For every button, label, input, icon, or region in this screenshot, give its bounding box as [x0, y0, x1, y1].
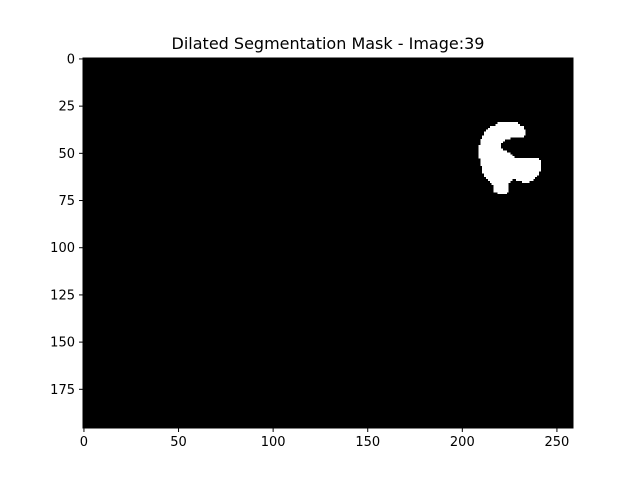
- mask-pixel-run: [495, 124, 521, 127]
- mask-pixel-run: [482, 169, 541, 172]
- mask-pixel-run: [484, 133, 526, 136]
- y-tick-label: 25: [58, 100, 75, 115]
- mask-pixel-run: [487, 127, 524, 131]
- y-tick-label: 0: [67, 52, 75, 67]
- x-tick-label: 100: [261, 435, 286, 450]
- y-tick-label: 100: [50, 241, 75, 256]
- mask-pixel-run: [497, 192, 507, 195]
- y-tick-label: 150: [50, 336, 75, 351]
- mask-pixel-run: [521, 180, 530, 183]
- mask-pixel-run: [489, 180, 511, 183]
- plot-frame: [82, 57, 574, 429]
- y-tick-label: 125: [50, 288, 75, 303]
- y-axis: 0 25 50 75 100 125 150 175: [50, 52, 83, 398]
- y-tick-label: 75: [58, 194, 75, 209]
- mask-pixel-run: [484, 131, 526, 134]
- x-tick-label: 200: [450, 435, 475, 450]
- mask-pixel-run: [489, 125, 524, 129]
- mask-pixel-run: [482, 135, 524, 138]
- y-tick-label: 50: [58, 147, 75, 162]
- mask-pixel-run: [484, 175, 538, 178]
- mask-pixel-run: [485, 129, 526, 132]
- mask-pixel-run: [480, 161, 541, 165]
- mask-pixel-run: [478, 154, 513, 157]
- mask-pixel-run: [480, 139, 505, 142]
- mask-pixel-run: [478, 150, 507, 153]
- mask-pixel-run: [482, 167, 541, 170]
- mask-pixel-run: [485, 176, 536, 180]
- mask-pixel-run: [482, 165, 541, 168]
- mask-pixel-run: [480, 142, 502, 146]
- x-axis: 0 50 100 150 200 250: [80, 428, 570, 450]
- x-tick-label: 250: [545, 435, 570, 450]
- mask-pixel-run: [478, 144, 502, 148]
- x-tick-label: 0: [80, 435, 88, 450]
- mask-pixel-run: [478, 146, 502, 149]
- mask-pixel-run: [516, 178, 534, 182]
- x-tick-label: 150: [355, 435, 380, 450]
- x-tick-label: 50: [170, 435, 187, 450]
- mask-pixel-run: [484, 173, 539, 176]
- mask-pixel-run: [493, 184, 509, 187]
- mask-pixel-run: [478, 148, 503, 151]
- mask-pixel-run: [480, 141, 503, 144]
- mask-pixel-run: [497, 122, 519, 125]
- mask-pixel-run: [480, 159, 541, 163]
- mask-pixel-run: [482, 171, 539, 174]
- chart-title: Dilated Segmentation Mask - Image:39: [172, 34, 485, 53]
- mask-pixel-run: [480, 158, 539, 161]
- mask-pixel-run: [480, 163, 541, 166]
- mask-pixel-run: [493, 190, 509, 193]
- mask-pixel-run: [478, 152, 511, 155]
- mask-pixel-run: [482, 137, 511, 140]
- mask-pixel-run: [487, 178, 513, 182]
- mask-pixel-run: [493, 186, 509, 189]
- mask-pixel-run: [478, 156, 515, 159]
- plot-area: [82, 57, 574, 429]
- mask-pixel-run: [493, 188, 509, 191]
- y-tick-label: 175: [50, 383, 75, 398]
- mask-pixel-run: [491, 182, 509, 185]
- mask-background: [83, 58, 573, 428]
